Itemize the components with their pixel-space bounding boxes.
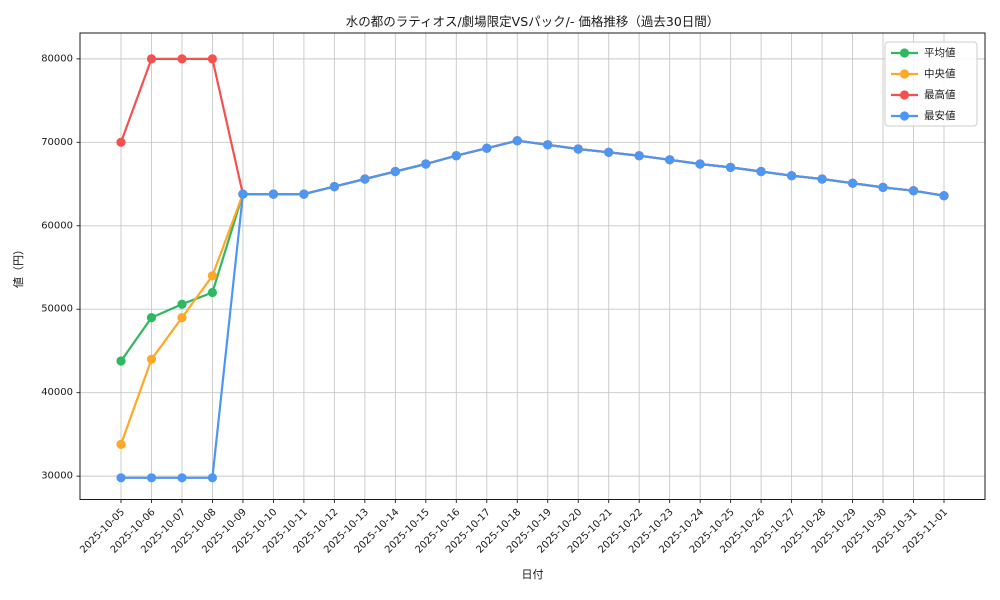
- legend-label-3: 最安値: [924, 109, 956, 122]
- series-line-3: [121, 139, 945, 479]
- data-point-3: [421, 159, 431, 169]
- data-point-3: [482, 143, 492, 153]
- data-point-3: [451, 151, 461, 161]
- data-point-3: [787, 171, 797, 181]
- y-tick-label: 40000: [41, 387, 73, 398]
- data-point-3: [512, 136, 522, 146]
- data-point-3: [756, 166, 766, 177]
- data-point-2: [177, 54, 187, 64]
- data-point-3: [360, 174, 370, 184]
- data-point-3: [268, 189, 278, 199]
- legend-marker: [899, 90, 910, 100]
- series-layer: [116, 54, 949, 483]
- data-point-3: [299, 189, 309, 199]
- data-point-2: [146, 54, 157, 64]
- x-axis-label: 日付: [522, 568, 544, 581]
- legend-label-1: 中央値: [924, 67, 956, 80]
- data-point-1: [177, 313, 187, 323]
- y-axis-label: 値（円）: [12, 244, 25, 288]
- data-point-3: [939, 191, 949, 201]
- legend-box: [884, 41, 978, 127]
- data-point-3: [695, 159, 705, 169]
- chart-title: 水の都のラティオス/劇場限定VSパック/- 価格推移（過去30日間）: [346, 14, 720, 29]
- data-point-3: [848, 178, 858, 188]
- data-point-3: [390, 166, 400, 177]
- y-tick-label: 70000: [41, 137, 73, 148]
- legend-marker: [899, 111, 910, 121]
- data-point-1: [116, 439, 126, 449]
- data-point-3: [726, 162, 736, 172]
- y-tick-label: 60000: [41, 220, 73, 231]
- data-point-1: [146, 354, 157, 364]
- data-point-3: [146, 473, 157, 483]
- y-tick-label: 80000: [41, 53, 73, 64]
- data-point-3: [329, 182, 339, 192]
- legend-marker: [899, 69, 910, 79]
- data-point-1: [207, 271, 217, 281]
- data-point-3: [878, 182, 888, 192]
- legend-label-2: 最高値: [924, 88, 956, 101]
- plot-border: [79, 32, 986, 500]
- data-point-3: [604, 147, 614, 157]
- data-point-3: [543, 140, 553, 150]
- data-point-2: [207, 54, 217, 64]
- legend-label-0: 平均値: [924, 46, 956, 59]
- data-point-3: [665, 155, 675, 165]
- y-tick-label: 50000: [41, 304, 73, 315]
- y-tick-label: 30000: [41, 471, 73, 482]
- data-point-3: [177, 473, 187, 483]
- data-point-0: [116, 356, 126, 366]
- series-line-0: [120, 139, 945, 362]
- data-point-3: [908, 186, 919, 196]
- legend-marker: [899, 48, 910, 58]
- data-point-3: [238, 189, 248, 199]
- data-point-3: [573, 144, 583, 154]
- data-point-0: [146, 313, 157, 323]
- series-line-1: [119, 139, 945, 445]
- data-point-3: [207, 473, 217, 483]
- data-point-3: [817, 174, 827, 184]
- data-point-0: [207, 287, 217, 298]
- data-point-3: [634, 151, 644, 161]
- grid-layer: [80, 33, 985, 500]
- data-point-0: [177, 299, 187, 309]
- data-point-2: [116, 137, 126, 147]
- data-point-3: [116, 473, 126, 483]
